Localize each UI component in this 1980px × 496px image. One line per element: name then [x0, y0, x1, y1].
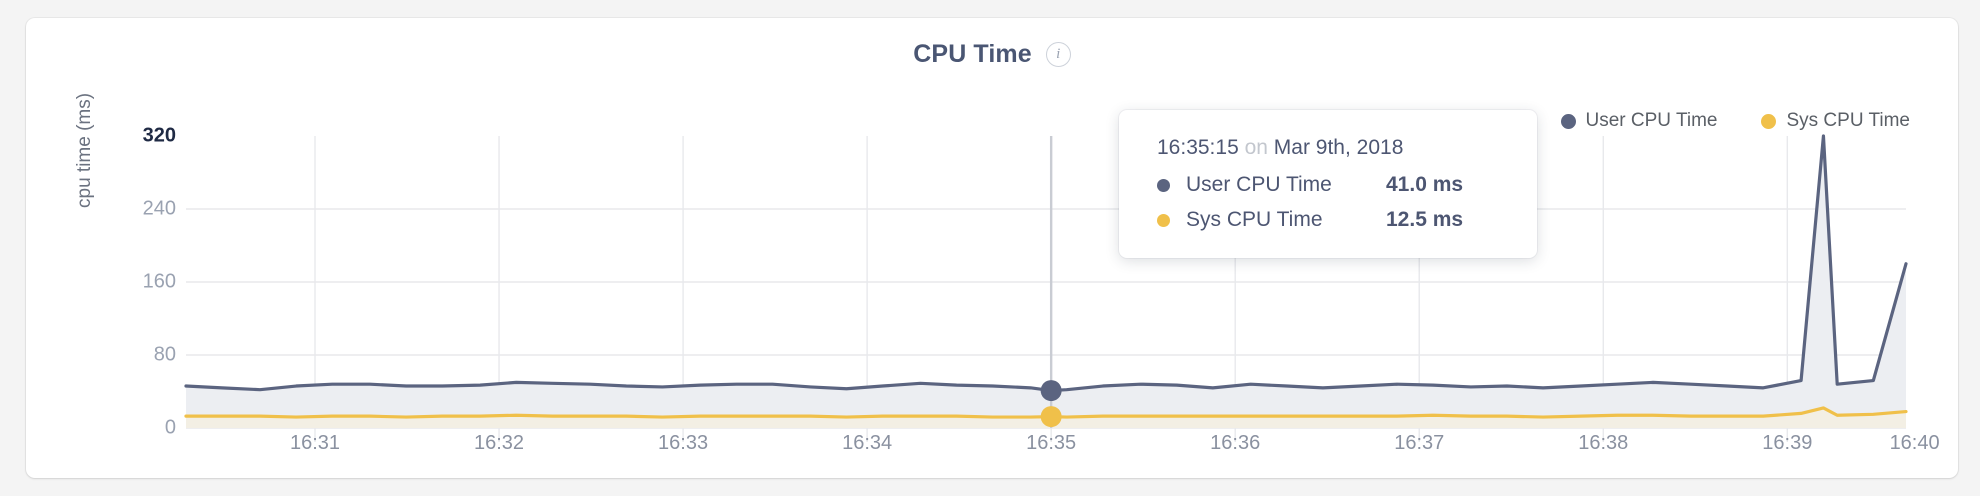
x-tick-16-40: 16:40	[1889, 432, 1940, 454]
y-tick-320: 320	[142, 124, 176, 147]
y-tick-80: 80	[153, 343, 176, 366]
legend-label-user-cpu-time: User CPU Time	[1585, 110, 1718, 131]
info-icon[interactable]: i	[1045, 42, 1071, 67]
tooltip-time: 16:35:15	[1157, 136, 1239, 159]
marker-user-cpu-time[interactable]	[1040, 380, 1062, 402]
y-tick-0: 0	[164, 416, 176, 439]
legend-dot-user-cpu-time	[1560, 113, 1576, 129]
legend-dot-sys-cpu-time	[1761, 113, 1777, 129]
x-tick-16-39: 16:39	[1762, 432, 1813, 454]
chart-legend: User CPU Time Sys CPU Time	[1560, 110, 1910, 132]
x-tick-16-38: 16:38	[1578, 432, 1629, 454]
legend-item-user-cpu-time[interactable]: User CPU Time	[1560, 110, 1718, 132]
x-axis-ticks: 16:31 16:32 16:33 16:34 16:35 16:36 16:37 16:38…	[186, 432, 1940, 462]
tooltip-value-sys-cpu-time: 12.5 ms	[1386, 208, 1464, 231]
x-tick-16-35: 16:35	[1026, 432, 1077, 454]
y-tick-160: 160	[142, 270, 176, 293]
legend-label-sys-cpu-time: Sys CPU Time	[1786, 110, 1910, 131]
line-user-cpu-time	[184, 134, 1908, 393]
page-title: CPU Time	[913, 40, 1032, 68]
tooltip-row-user-cpu-time: User CPU Time 41.0 ms	[1119, 173, 1537, 197]
y-axis-label: cpu time (ms)	[74, 92, 95, 208]
x-tick-16-32: 16:32	[474, 432, 525, 454]
cpu-time-chart-card: CPU Time i User CPU Time Sys CPU Time cp…	[26, 18, 1958, 478]
tooltip-value-user-cpu-time: 41.0 ms	[1386, 173, 1464, 196]
tooltip-row-sys-cpu-time: Sys CPU Time 12.5 ms	[1119, 208, 1537, 232]
x-tick-16-36: 16:36	[1210, 432, 1261, 454]
marker-sys-cpu-time[interactable]	[1040, 406, 1062, 428]
tooltip-dot-sys-cpu-time	[1157, 213, 1170, 227]
y-tick-240: 240	[142, 197, 176, 220]
tooltip-dot-user-cpu-time	[1157, 178, 1170, 192]
tooltip-header: 16:35:15 on Mar 9th, 2018	[1119, 136, 1537, 160]
tooltip-on-word: on	[1244, 136, 1268, 159]
area-user-cpu-time	[186, 136, 1906, 428]
tooltip-date: Mar 9th, 2018	[1273, 136, 1404, 159]
x-tick-16-37: 16:37	[1394, 432, 1445, 454]
x-tick-16-33: 16:33	[658, 432, 709, 454]
x-tick-16-34: 16:34	[842, 432, 893, 454]
chart-tooltip: 16:35:15 on Mar 9th, 2018 User CPU Time …	[1119, 110, 1537, 258]
chart-plot-area[interactable]	[184, 134, 1908, 442]
tooltip-label-user-cpu-time: User CPU Time	[1186, 173, 1332, 196]
card-header: CPU Time i	[26, 40, 1958, 69]
x-tick-16-31: 16:31	[289, 432, 341, 454]
tooltip-label-sys-cpu-time: Sys CPU Time	[1186, 208, 1323, 231]
chart-svg	[184, 134, 1908, 442]
legend-item-sys-cpu-time[interactable]: Sys CPU Time	[1761, 110, 1910, 132]
y-axis-ticks: 320 240 160 80 0	[114, 125, 176, 439]
